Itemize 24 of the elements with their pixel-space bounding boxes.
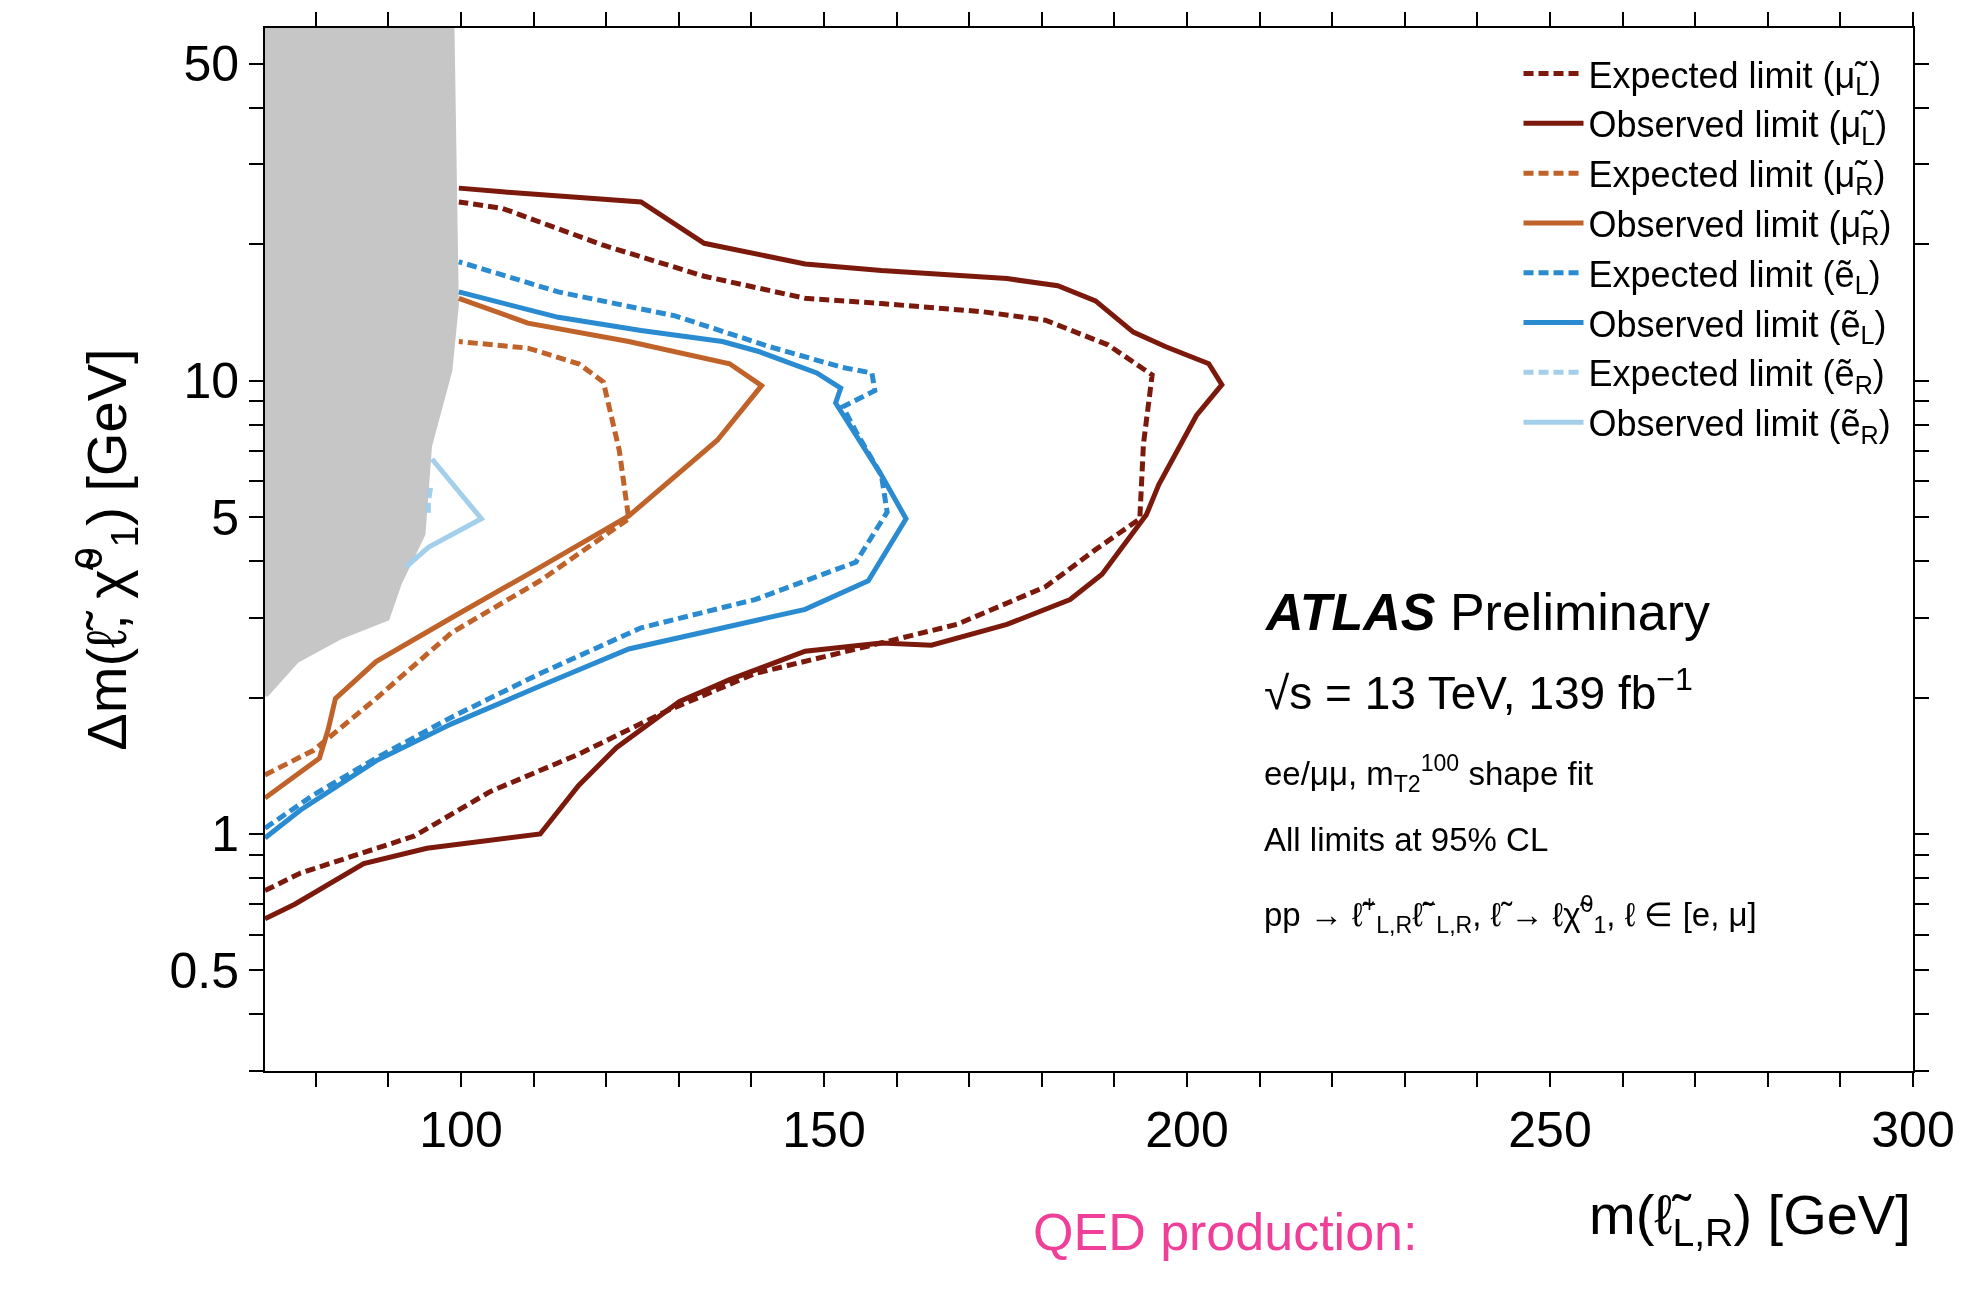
y-tick-label: 50 — [183, 36, 239, 93]
legend-label: Observed limit (μ̃$_{R}$) — [1588, 203, 1892, 250]
annotation: ATLAS Preliminary — [1264, 583, 1710, 641]
legend-label: Expected limit (μ̃$_{L}$) — [1588, 54, 1882, 101]
text: QED production: — [1033, 1203, 1418, 1261]
y-tick-label: 5 — [211, 489, 239, 546]
legend-label: Observed limit (ẽ$_{R}$) — [1588, 403, 1891, 449]
y-tick-label: 10 — [183, 353, 239, 410]
legend-label: Expected limit (ẽ$_{R}$) — [1588, 353, 1885, 399]
x-axis-title: m(ℓ̃$_{L,R}$) [GeV] — [1589, 1183, 1911, 1254]
x-tick-label: 100 — [419, 1102, 503, 1158]
annotation: √s = 13 TeV, 139 fb$^{−1}$ — [1264, 661, 1693, 720]
y-tick-label: 1 — [211, 806, 239, 863]
legend-label: Observed limit (ẽ$_{L}$) — [1588, 303, 1887, 350]
legend-label: Expected limit (ẽ$_{L}$) — [1588, 253, 1881, 300]
legend-label: Observed limit (μ̃$_{L}$) — [1588, 104, 1888, 150]
legend-label: Expected limit (μ̃$_{R}$) — [1588, 154, 1886, 200]
y-tick-label: 0.5 — [169, 942, 239, 999]
annotation: ee/μμ, m$_{T2}$$^{100}$ shape fit — [1264, 750, 1594, 797]
x-tick-label: 200 — [1145, 1102, 1229, 1158]
x-tick-label: 150 — [782, 1102, 866, 1158]
x-tick-label: 250 — [1508, 1102, 1592, 1158]
annotation: All limits at 95% CL — [1264, 821, 1549, 858]
x-tick-label: 300 — [1871, 1102, 1955, 1158]
